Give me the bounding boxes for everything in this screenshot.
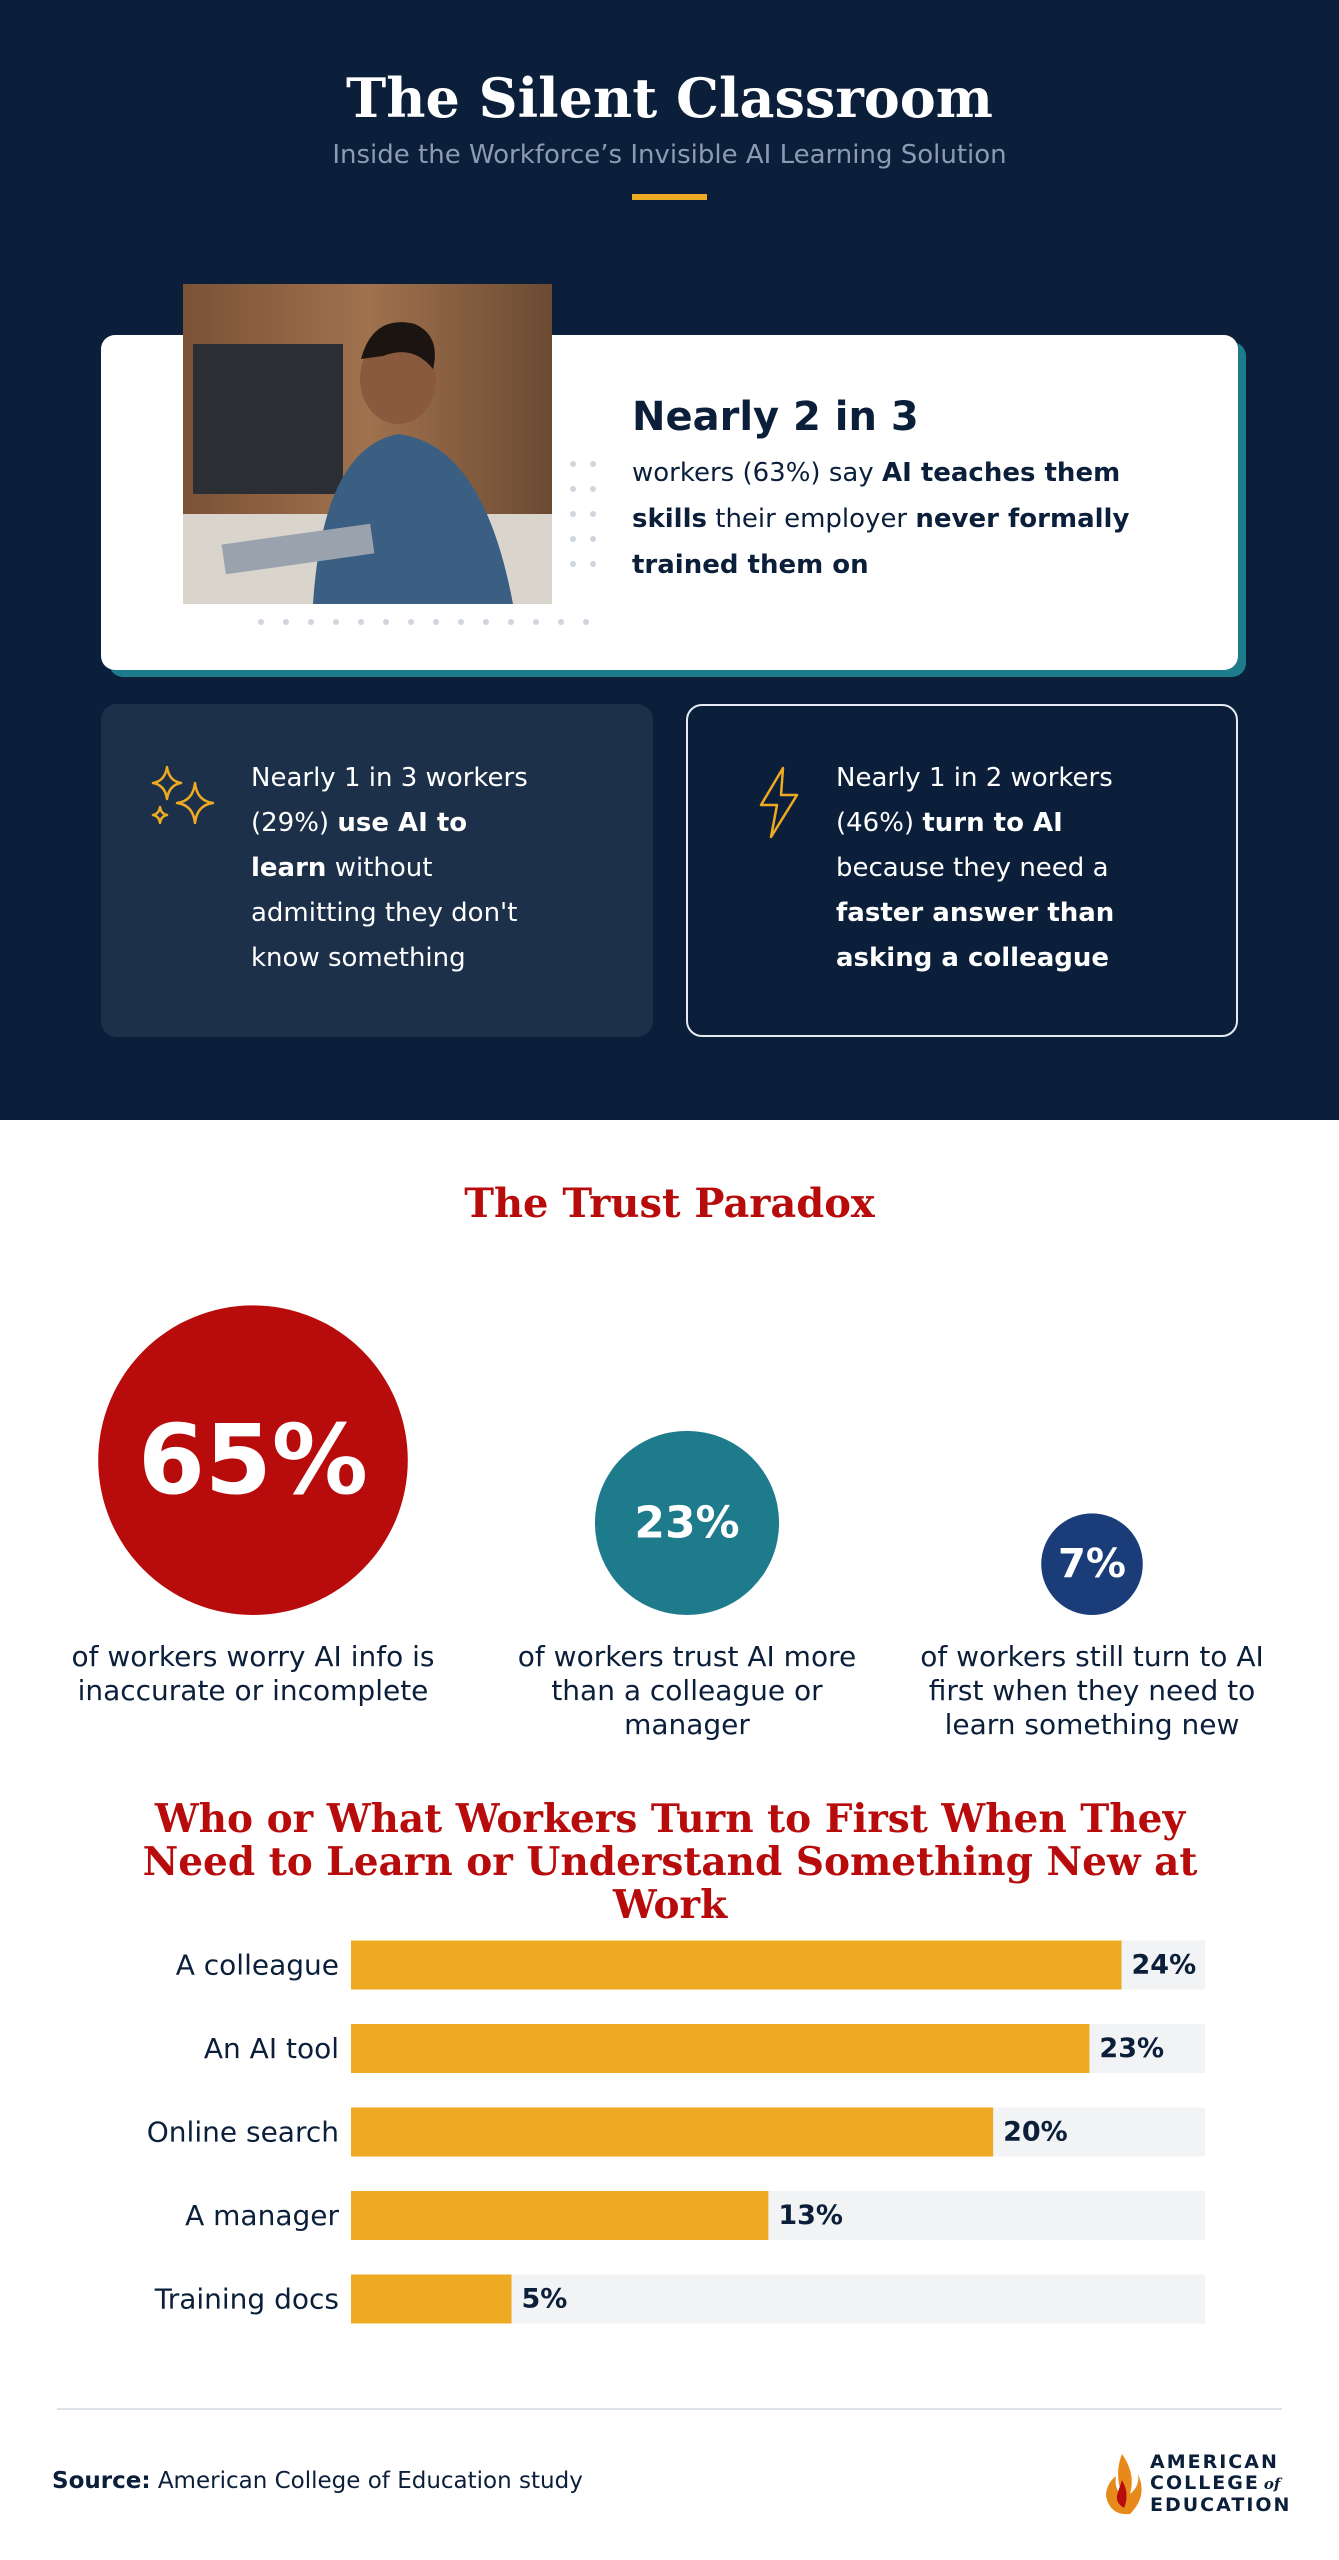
bar [351,2024,1090,2073]
text-run: use AI to learn [251,808,468,883]
dot [533,619,539,625]
bubble-chart: 65% 23% 7% [98,1305,1143,1615]
photo [183,284,596,625]
source-text: American College of Education study [157,2468,583,2494]
text-run: workers (63%) say [632,458,882,488]
highlight-headline: Nearly 2 in 3 [632,394,919,440]
bubble-label: 65% [138,1404,368,1516]
bar [351,2107,994,2157]
page-title: The Silent Classroom [346,66,993,130]
dot [308,619,314,625]
value-label: 5% [522,2284,568,2315]
text-run: Nearly 1 in 2 workers (46%) [836,763,1113,838]
text-run: faster answer than asking a colleague [836,898,1115,973]
bubble [1041,1513,1143,1615]
dot [333,619,339,625]
bubble [594,1430,780,1615]
dot [358,619,364,625]
text-run: because they need a [836,853,1109,883]
fact-text: Nearly 1 in 3 workers (29%) use AI to le… [251,756,551,981]
text-run: Nearly 1 in 3 workers (29%) [251,763,528,838]
source-label: Source: [52,2468,151,2494]
logo-word: AMERICAN [1150,2451,1279,2473]
bar-chart: A colleague 24% An AI tool 23% Online search… [147,1940,1205,2324]
fact-box [686,704,1238,1037]
dot [433,619,439,625]
logo-word: of [1263,2475,1281,2493]
value-label: 20% [1003,2117,1068,2148]
category-label: A manager [185,2199,339,2232]
source-note: Source: American College of Education st… [52,2468,583,2494]
category-label: Online search [147,2116,339,2149]
text-run: never formally trained them on [632,504,1130,580]
dot [458,619,464,625]
logo-word: COLLEGE [1150,2472,1260,2494]
dot [408,619,414,625]
value-label: 24% [1132,1950,1197,1981]
bubble-caption: of workers still turn to AI first when t… [920,1640,1264,1741]
logo-word: EDUCATION [1150,2494,1292,2516]
text-run: AI teaches them skills [632,458,1121,534]
page-subtitle: Inside the Workforce’s Invisible AI Lear… [332,140,1007,170]
accent-rule [632,194,707,200]
dot [558,619,564,625]
category-label: Training docs [154,2283,339,2316]
fact-text: Nearly 1 in 2 workers (46%) turn to AI b… [836,756,1136,981]
sparkle-icon [151,765,215,825]
dot [483,619,489,625]
bubble-label: 7% [1058,1541,1126,1587]
dot [383,619,389,625]
chart-title: Who or What Workers Turn to First When T… [142,1796,1198,1928]
category-label: An AI tool [204,2032,339,2065]
value-label: 13% [778,2200,843,2231]
dot [583,619,589,625]
text-run: turn to AI [922,808,1063,838]
dot [258,619,264,625]
bubble-label: 23% [634,1497,739,1548]
text-run: without admitting they don't know someth… [251,853,518,973]
text-run: their employer [706,504,916,534]
category-label: A colleague [176,1949,339,1982]
value-label: 23% [1099,2033,1164,2064]
lightning-icon [759,766,799,839]
dot [283,619,289,625]
section-title: The Trust Paradox [464,1180,875,1227]
dot [508,619,514,625]
divider [57,2408,1282,2410]
bubble [98,1305,408,1615]
bubble-caption: of workers trust AI more than a colleagu… [517,1640,857,1741]
fact-box [101,704,653,1037]
bar [351,2191,769,2240]
logo: AMERICAN COLLEGE of EDUCATION [1150,2452,1291,2516]
bar [351,1940,1122,1990]
bubble-caption: of workers worry AI info is inaccurate o… [71,1640,435,1707]
bar [351,2274,512,2324]
highlight-text: workers (63%) say AI teaches them skills… [632,450,1152,588]
logo-flame [1106,2454,1142,2515]
